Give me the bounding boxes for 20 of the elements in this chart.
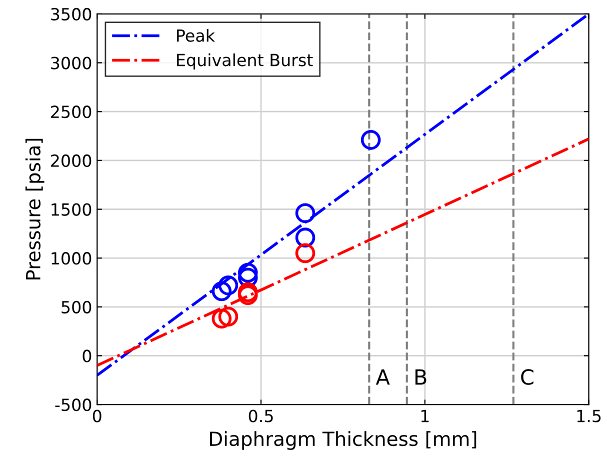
y-tick-label: 1000 [52, 252, 92, 265]
x-tick-label: 0 [92, 410, 102, 422]
y-axis-title: Pressure [psia] [25, 138, 44, 280]
y-tick-label: 2000 [51, 154, 92, 167]
x-tick-label: 1.5 [577, 410, 601, 422]
x-tick-label: 1 [421, 410, 429, 422]
x-axis-title: Diaphragm Thickness [mm] [210, 431, 476, 450]
legend-label: Peak [177, 28, 215, 42]
ref-line-label: B [415, 369, 426, 385]
ref-line-label: C [521, 369, 534, 385]
y-tick-label: 0 [82, 350, 92, 362]
legend-label: Equivalent Burst [177, 53, 313, 70]
x-tick-label: 0.5 [248, 410, 273, 422]
ref-line-label: A [376, 369, 390, 385]
y-tick-label: 3000 [51, 56, 92, 70]
y-tick-label: 2500 [51, 106, 92, 118]
y-tick-label: 1500 [52, 203, 92, 216]
y-tick-label: 3500 [51, 8, 92, 21]
y-tick-label: 500 [62, 300, 92, 314]
y-tick-label: -500 [55, 398, 92, 412]
